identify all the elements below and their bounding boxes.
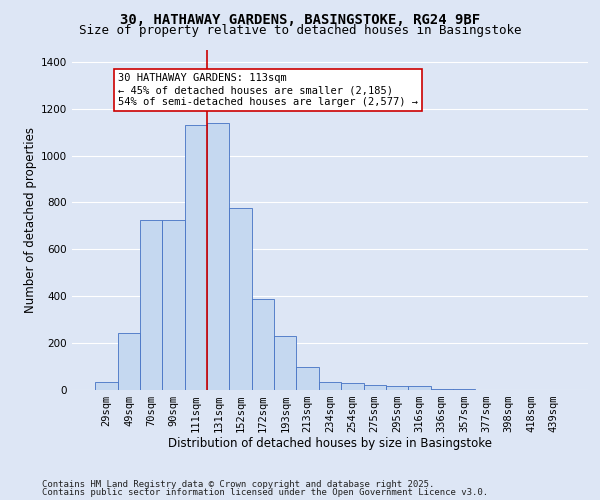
Bar <box>319 382 341 390</box>
Bar <box>431 389 453 390</box>
Text: 30, HATHAWAY GARDENS, BASINGSTOKE, RG24 9BF: 30, HATHAWAY GARDENS, BASINGSTOKE, RG24 … <box>120 12 480 26</box>
X-axis label: Distribution of detached houses by size in Basingstoke: Distribution of detached houses by size … <box>168 436 492 450</box>
Bar <box>163 220 185 390</box>
Bar <box>274 336 296 390</box>
Bar <box>408 386 431 390</box>
Y-axis label: Number of detached properties: Number of detached properties <box>24 127 37 313</box>
Text: Contains HM Land Registry data © Crown copyright and database right 2025.: Contains HM Land Registry data © Crown c… <box>42 480 434 489</box>
Text: Contains public sector information licensed under the Open Government Licence v3: Contains public sector information licen… <box>42 488 488 497</box>
Bar <box>252 298 274 390</box>
Bar <box>229 208 252 390</box>
Bar <box>207 122 229 390</box>
Text: Size of property relative to detached houses in Basingstoke: Size of property relative to detached ho… <box>79 24 521 37</box>
Bar <box>364 386 386 390</box>
Text: 30 HATHAWAY GARDENS: 113sqm
← 45% of detached houses are smaller (2,185)
54% of : 30 HATHAWAY GARDENS: 113sqm ← 45% of det… <box>118 74 418 106</box>
Bar <box>341 383 364 390</box>
Bar <box>296 366 319 390</box>
Bar <box>140 220 163 390</box>
Bar <box>185 125 207 390</box>
Bar <box>95 382 118 390</box>
Bar <box>386 386 408 390</box>
Bar <box>118 332 140 390</box>
